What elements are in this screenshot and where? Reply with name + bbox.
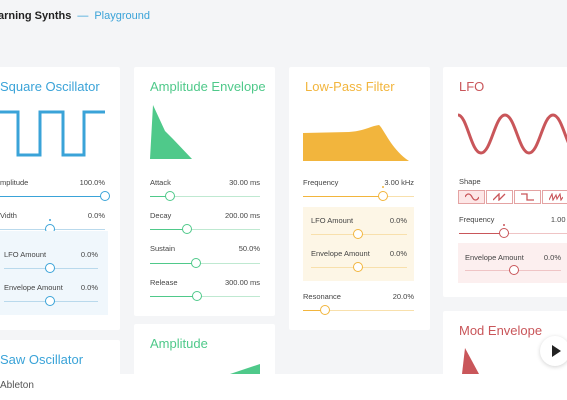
lfo-frequency-fill	[459, 233, 504, 234]
sustain-knob[interactable]	[191, 258, 201, 268]
resonance-value: 20.0%	[392, 292, 414, 301]
amplitude-value: 100.0%	[79, 178, 105, 187]
lfo-env-label: Envelope Amount	[465, 253, 524, 262]
attack-fill	[150, 196, 170, 197]
release-track	[150, 296, 260, 297]
amplitude-card: Amplitude	[134, 324, 275, 380]
mod-envelope-card: Mod Envelope	[443, 311, 567, 380]
saw-oscillator-title: Saw Oscillator	[0, 352, 84, 367]
low-pass-filter-card: Low-Pass Filter Frequency 3.00 kHz LFO A…	[289, 67, 430, 330]
square-wave-icon	[520, 193, 534, 201]
lpf-lfo-label: LFO Amount	[311, 216, 354, 225]
amplitude-slider-track	[0, 196, 105, 197]
lpf-env-value: 0.0%	[389, 249, 407, 258]
release-label: Release	[150, 278, 178, 287]
lfo-env-knob[interactable]	[509, 265, 519, 275]
lpf-frequency-label: Frequency	[303, 178, 339, 187]
shape-label: Shape	[459, 177, 481, 186]
random-shape-button[interactable]	[542, 190, 567, 204]
lfo-frequency-default-marker	[503, 224, 505, 226]
app-title: arning Synths	[0, 10, 72, 22]
resonance-track	[303, 310, 414, 311]
width-default-marker	[49, 219, 51, 221]
lfo-title: LFO	[459, 79, 485, 94]
lfo-frequency-knob[interactable]	[499, 228, 509, 238]
amplitude-envelope-card: Amplitude Envelope Attack 30.00 ms Decay…	[134, 67, 275, 316]
lfo-card: LFO Shape Frequency 1.00 H Envelope Amou…	[443, 67, 567, 297]
random-wave-icon	[548, 193, 563, 201]
lfo-wave-display	[457, 113, 567, 155]
release-knob[interactable]	[192, 291, 202, 301]
sine-shape-button[interactable]	[458, 190, 485, 204]
sawtooth-icon	[492, 193, 505, 201]
amplitude-envelope-title: Amplitude Envelope	[150, 79, 266, 94]
lpf-frequency-value: 3.00 kHz	[384, 178, 414, 187]
square-lfo-value: 0.0%	[80, 250, 98, 259]
release-fill	[150, 296, 197, 297]
amplitude-envelope-display	[150, 105, 192, 159]
attack-knob[interactable]	[165, 191, 175, 201]
mod-envelope-display	[462, 348, 479, 374]
lfo-frequency-label: Frequency	[459, 215, 495, 224]
square-env-label: Envelope Amount	[4, 283, 63, 292]
lpf-lfo-value: 0.0%	[389, 216, 407, 225]
square-shape-button[interactable]	[514, 190, 541, 204]
footer-bar: Ableton	[0, 374, 567, 400]
decay-track	[150, 229, 260, 230]
lpf-frequency-knob[interactable]	[378, 191, 388, 201]
sustain-fill	[150, 263, 196, 264]
lpf-frequency-default-marker	[382, 186, 384, 188]
sustain-value: 50.0%	[238, 244, 260, 253]
square-oscillator-card: Square Oscillator mplitude 100.0% Vidth …	[0, 67, 120, 330]
lfo-frequency-value: 1.00 H	[550, 215, 567, 224]
lfo-modulation-panel	[458, 243, 567, 283]
decay-fill	[150, 229, 187, 230]
amplitude-title: Amplitude	[150, 336, 208, 351]
section-link[interactable]: Playground	[94, 10, 150, 22]
lpf-lfo-knob[interactable]	[353, 229, 363, 239]
saw-oscillator-card: Saw Oscillator	[0, 340, 120, 380]
app-header: arning Synths — Playground	[0, 0, 567, 32]
lfo-env-value: 0.0%	[543, 253, 561, 262]
filter-response-display	[303, 125, 409, 161]
square-env-knob[interactable]	[45, 296, 55, 306]
sine-icon	[464, 193, 479, 201]
sustain-track	[150, 263, 260, 264]
square-wave-display	[0, 110, 105, 157]
lfo-frequency-track	[459, 233, 567, 234]
lpf-env-label: Envelope Amount	[311, 249, 370, 258]
amplitude-display	[230, 364, 260, 374]
resonance-fill	[303, 310, 325, 311]
square-oscillator-title: Square Oscillator	[0, 79, 100, 94]
amplitude-label: mplitude	[0, 178, 29, 187]
attack-track	[150, 196, 260, 197]
low-pass-filter-title: Low-Pass Filter	[305, 79, 395, 94]
sawtooth-shape-button[interactable]	[486, 190, 513, 204]
resonance-label: Resonance	[303, 292, 341, 301]
attack-label: Attack	[150, 178, 171, 187]
width-value: 0.0%	[87, 211, 105, 220]
mod-envelope-title: Mod Envelope	[459, 323, 543, 338]
decay-knob[interactable]	[182, 224, 192, 234]
sustain-label: Sustain	[150, 244, 176, 253]
amplitude-slider-knob[interactable]	[100, 191, 110, 201]
decay-label: Decay	[150, 211, 172, 220]
width-label: Vidth	[0, 211, 17, 220]
attack-value: 30.00 ms	[229, 178, 260, 187]
footer-brand[interactable]: Ableton	[0, 380, 34, 391]
play-button[interactable]	[540, 336, 567, 366]
square-lfo-label: LFO Amount	[4, 250, 47, 259]
lpf-env-knob[interactable]	[353, 262, 363, 272]
release-value: 300.00 ms	[224, 278, 260, 287]
decay-value: 200.00 ms	[224, 211, 260, 220]
title-separator: —	[77, 10, 89, 22]
play-icon	[552, 345, 561, 357]
square-lfo-knob[interactable]	[45, 263, 55, 273]
square-env-value: 0.0%	[80, 283, 98, 292]
resonance-knob[interactable]	[320, 305, 330, 315]
lpf-frequency-fill	[303, 196, 382, 197]
